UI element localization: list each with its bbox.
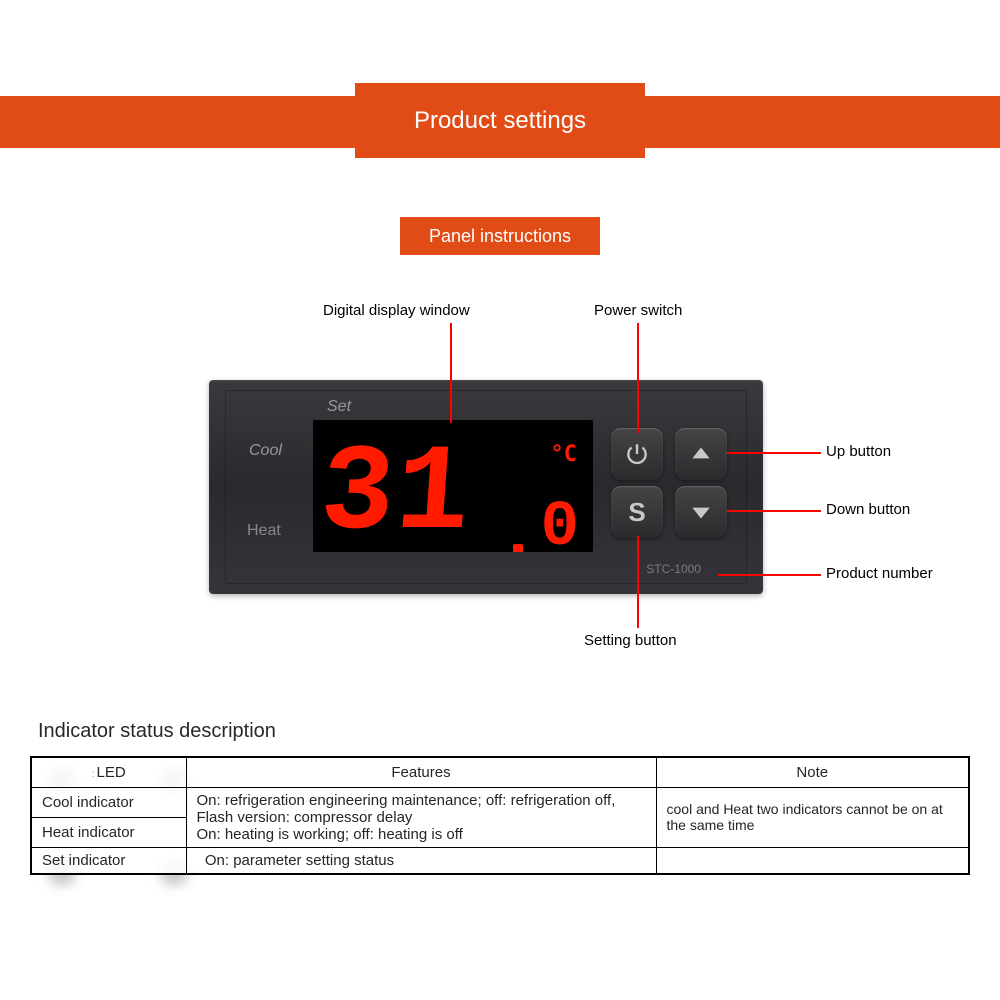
product-settings-label: Product settings xyxy=(414,107,586,135)
status-table-title: Indicator status description xyxy=(38,720,276,743)
callout-digital-display: Digital display window xyxy=(323,302,470,319)
header-led: :LED xyxy=(31,757,186,787)
model-number: STC-1000 xyxy=(646,562,701,576)
s-icon: S xyxy=(628,497,645,528)
table-header-row: :LED Features Note xyxy=(31,757,969,787)
cell-features: On: refrigeration engineering maintenanc… xyxy=(186,787,656,847)
cell-led: Heat indicator xyxy=(31,817,186,847)
display-main-value: 3 1 xyxy=(321,434,465,552)
indicator-status-table: :LED Features Note Cool indicator On: re… xyxy=(30,756,970,875)
callout-down-button: Down button xyxy=(826,501,910,518)
cell-features: On: parameter setting status xyxy=(186,847,656,874)
display-decimal: 0 xyxy=(541,496,579,552)
set-label: Set xyxy=(327,398,351,416)
arrow-down-icon xyxy=(688,499,714,525)
power-icon xyxy=(624,441,650,467)
callout-power-switch: Power switch xyxy=(594,302,682,319)
cell-led: Set indicator xyxy=(31,847,186,874)
digit-tens: 3 xyxy=(317,434,395,552)
decimal-point-icon xyxy=(513,544,523,552)
button-group: S xyxy=(611,428,727,538)
digital-display: 3 1 °C 0 xyxy=(313,420,593,552)
unit-label: °C xyxy=(551,442,578,467)
panel-instructions-label: Panel instructions xyxy=(429,226,571,247)
callout-product-number: Product number xyxy=(826,565,933,582)
callout-line xyxy=(450,323,452,423)
header-features: Features xyxy=(186,757,656,787)
callout-line xyxy=(727,452,821,454)
callout-up-button: Up button xyxy=(826,443,891,460)
table-row: Set indicator On: parameter setting stat… xyxy=(31,847,969,874)
arrow-up-icon xyxy=(688,441,714,467)
header-note: Note xyxy=(656,757,969,787)
cell-led: Cool indicator xyxy=(31,787,186,817)
callout-line xyxy=(727,510,821,512)
product-settings-title: Product settings xyxy=(355,83,645,158)
power-button[interactable] xyxy=(611,428,663,480)
cell-note: cool and Heat two indicators cannot be o… xyxy=(656,787,969,847)
callout-line xyxy=(718,574,821,576)
down-button[interactable] xyxy=(675,486,727,538)
device-panel: Set Cool Heat 3 1 °C 0 S S xyxy=(209,380,763,594)
callout-line xyxy=(637,323,639,433)
table-row: Cool indicator On: refrigeration enginee… xyxy=(31,787,969,817)
cool-label: Cool xyxy=(249,442,282,460)
panel-instructions-title: Panel instructions xyxy=(400,217,600,255)
callout-setting-button: Setting button xyxy=(584,632,677,649)
up-button[interactable] xyxy=(675,428,727,480)
digit-ones: 1 xyxy=(392,434,470,552)
cell-note xyxy=(656,847,969,874)
callout-line xyxy=(637,536,639,628)
heat-label: Heat xyxy=(247,522,281,540)
set-button[interactable]: S xyxy=(611,486,663,538)
